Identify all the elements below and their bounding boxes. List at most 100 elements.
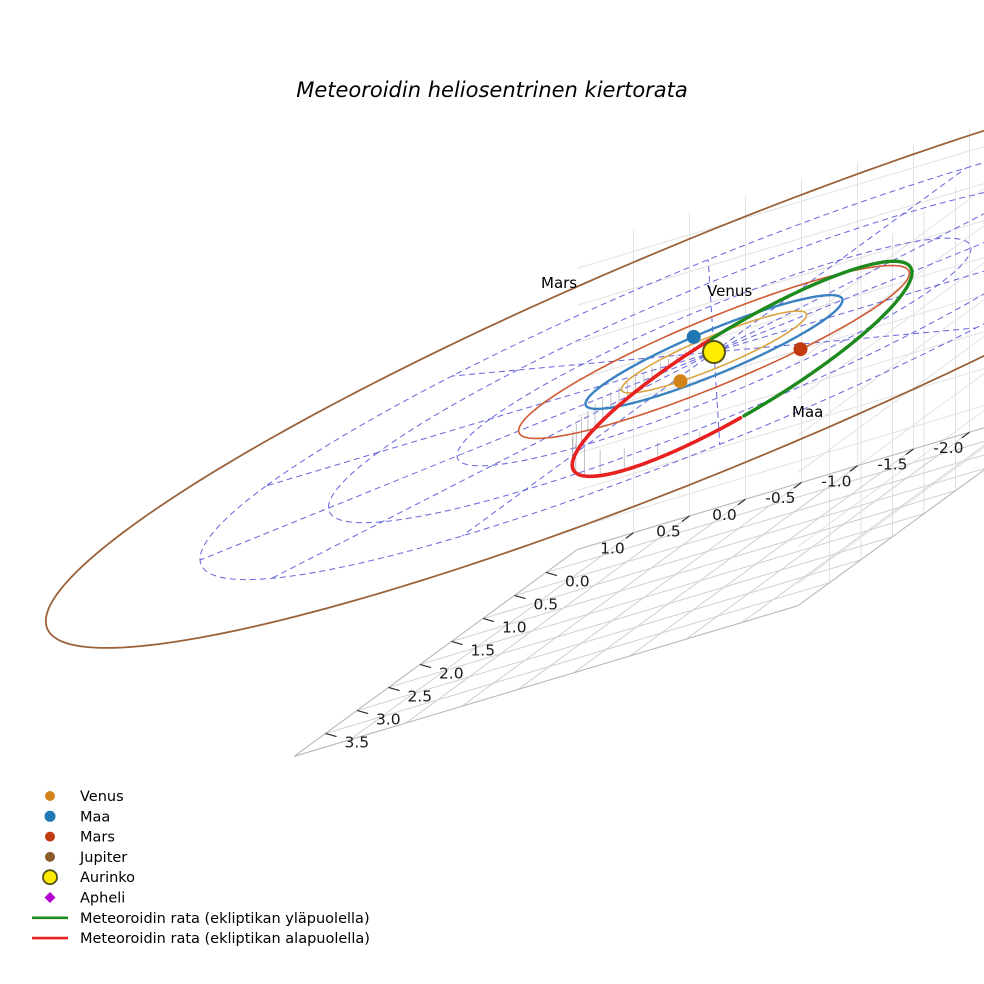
venus-label: Venus bbox=[707, 282, 752, 300]
tick-label-x: 1.0 bbox=[600, 539, 625, 557]
legend-label: Aurinko bbox=[80, 870, 135, 886]
grid-line bbox=[419, 513, 925, 665]
axes-panes bbox=[293, 128, 984, 757]
tick-label-y: 0.0 bbox=[565, 572, 590, 590]
grid-line bbox=[797, 299, 984, 436]
page-title: Meteoroidin heliosentrinen kiertorata bbox=[296, 78, 688, 102]
polar-spoke bbox=[713, 270, 984, 353]
tick-label-x: -1.5 bbox=[877, 456, 907, 474]
body-markers bbox=[673, 329, 808, 389]
tick-label-x: 0.0 bbox=[712, 506, 737, 524]
tick-label-x: -2.0 bbox=[933, 439, 963, 457]
grid-line bbox=[514, 454, 984, 596]
grid-line bbox=[405, 515, 690, 724]
marker-venus bbox=[673, 374, 688, 389]
grid-line bbox=[577, 405, 984, 528]
legend-label: Maa bbox=[80, 809, 110, 825]
tick-mark bbox=[849, 465, 858, 472]
legend-label: Jupiter bbox=[79, 850, 127, 866]
legend-entry-apheli[interactable]: Apheli bbox=[44, 891, 126, 907]
orbit-Maa-orbit bbox=[584, 293, 844, 411]
pane-wallY bbox=[577, 128, 984, 533]
grid-line bbox=[797, 262, 984, 399]
tick-mark bbox=[514, 594, 526, 600]
grid-line bbox=[451, 490, 956, 642]
polar-reference-grid bbox=[199, 162, 984, 581]
tick-mark bbox=[625, 532, 634, 539]
grid-line bbox=[797, 225, 984, 362]
box-edge bbox=[293, 549, 578, 757]
grid-line bbox=[797, 410, 984, 547]
point-annotations: Mars Venus Maa bbox=[541, 274, 823, 421]
polar-spoke bbox=[713, 167, 967, 353]
tick-mark bbox=[737, 498, 746, 506]
tick-mark bbox=[681, 515, 690, 522]
legend-label: Meteoroidin rata (ekliptikan alapuolella… bbox=[80, 931, 370, 947]
grid-line bbox=[577, 368, 984, 491]
maa-label: Maa bbox=[792, 403, 823, 421]
grid-line bbox=[797, 188, 984, 325]
grid-line bbox=[797, 336, 984, 473]
legend-group: Venus Maa Mars Jupiter Aurinko Apheli Meteoroi… bbox=[32, 789, 370, 947]
grid-line bbox=[577, 294, 984, 417]
polar-spoke bbox=[713, 213, 984, 353]
planet-orbits bbox=[44, 129, 984, 649]
grid-line bbox=[349, 532, 634, 741]
legend-marker-icon bbox=[44, 810, 56, 822]
legend-entry-jupiter[interactable]: Jupiter bbox=[45, 850, 127, 866]
legend-marker-icon bbox=[45, 831, 55, 842]
tick-label-y: 1.5 bbox=[470, 641, 495, 659]
polar-spoke bbox=[265, 351, 715, 487]
orbit-Jupiter-orbit bbox=[44, 129, 984, 649]
legend-label: Apheli bbox=[80, 891, 125, 907]
legend-entry-meteoroidin-rata-ekliptikan-alapuolella[interactable]: Meteoroidin rata (ekliptikan alapuolella… bbox=[32, 931, 370, 947]
legend-marker-icon bbox=[44, 892, 56, 903]
grid-line bbox=[629, 448, 914, 657]
tick-label-x: -0.5 bbox=[765, 489, 795, 507]
legend-entry-mars[interactable]: Mars bbox=[45, 830, 115, 846]
grid-line bbox=[577, 183, 984, 306]
tick-mark bbox=[325, 732, 337, 738]
polar-spoke bbox=[451, 351, 715, 377]
grid-line bbox=[577, 220, 984, 343]
grid-line bbox=[685, 431, 970, 640]
legend-entry-venus[interactable]: Venus bbox=[45, 789, 124, 805]
mars-label: Mars bbox=[541, 274, 577, 292]
legend-label: Mars bbox=[80, 830, 115, 846]
marker-mars bbox=[793, 342, 808, 357]
legend-marker-icon bbox=[45, 851, 55, 862]
tick-label-x: -1.0 bbox=[821, 472, 851, 490]
legend-marker-icon bbox=[45, 791, 55, 801]
box-edge bbox=[577, 427, 984, 550]
tick-mark bbox=[451, 640, 463, 646]
grid-line bbox=[577, 331, 984, 454]
meteoroid-orbit bbox=[570, 259, 914, 479]
tick-label-y: 0.5 bbox=[533, 595, 558, 613]
meteoroid-segment-above bbox=[707, 259, 914, 418]
grid-line bbox=[517, 482, 802, 690]
orbit-Mars-orbit bbox=[517, 264, 911, 440]
legend-marker-icon bbox=[42, 869, 58, 886]
legend-entry-meteoroidin-rata-ekliptikan-yl-puolella[interactable]: Meteoroidin rata (ekliptikan yläpuolella… bbox=[32, 911, 370, 927]
legend-entry-aurinko[interactable]: Aurinko bbox=[42, 869, 135, 886]
legend-entry-maa[interactable]: Maa bbox=[44, 809, 111, 825]
box-edge bbox=[797, 469, 984, 607]
legend-label: Meteoroidin rata (ekliptikan yläpuolella… bbox=[80, 911, 370, 927]
tick-label-y: 1.0 bbox=[502, 618, 527, 636]
marker-aurinko bbox=[702, 340, 726, 364]
grid-line bbox=[325, 582, 830, 734]
polar-spoke bbox=[461, 351, 715, 537]
axis-ticks: -2.5-2.0-1.5-1.0-0.50.00.51.00.00.51.01.… bbox=[325, 431, 970, 751]
polar-spoke bbox=[713, 327, 977, 353]
grid-line bbox=[577, 257, 984, 380]
grid-line bbox=[545, 440, 984, 573]
polar-circle bbox=[199, 162, 984, 581]
tick-mark bbox=[905, 448, 914, 455]
grid-line bbox=[356, 559, 862, 711]
tick-label-y: 2.0 bbox=[439, 664, 464, 682]
tick-label-x: 0.5 bbox=[656, 523, 681, 541]
box-edge bbox=[293, 605, 799, 757]
tick-mark bbox=[482, 617, 495, 623]
